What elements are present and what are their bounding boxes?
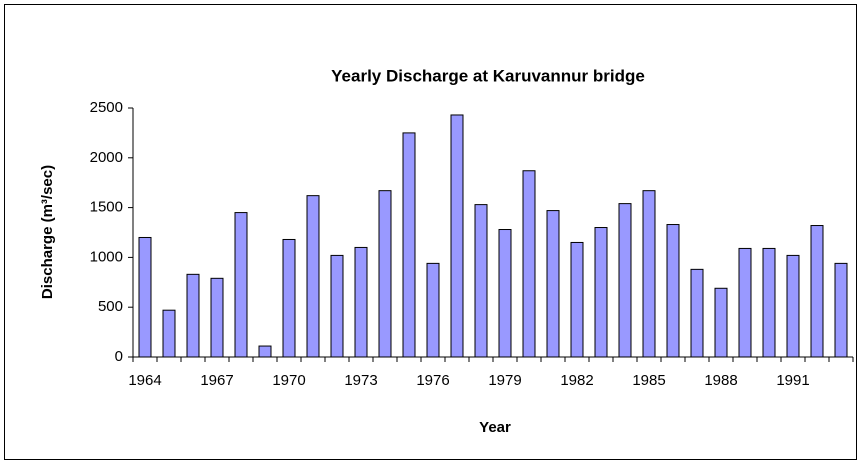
bar <box>690 268 704 358</box>
bar <box>738 247 752 358</box>
bar <box>546 210 560 358</box>
bar <box>570 241 584 358</box>
bar <box>282 238 296 358</box>
y-tick-label: 2500 <box>90 99 123 116</box>
bar <box>306 195 320 358</box>
bar <box>138 236 152 358</box>
x-tick-label: 1973 <box>344 372 377 389</box>
bar <box>258 345 272 358</box>
bar <box>786 254 800 358</box>
x-tick-label: 1991 <box>776 372 809 389</box>
bar <box>714 287 728 358</box>
bar <box>642 190 656 358</box>
bar <box>234 212 248 358</box>
bar <box>378 190 392 358</box>
x-tick-label: 1979 <box>488 372 521 389</box>
x-tick-label: 1985 <box>632 372 665 389</box>
bar <box>186 273 200 358</box>
x-tick-label: 1970 <box>272 372 305 389</box>
x-tick-label: 1988 <box>704 372 737 389</box>
x-tick-label: 1964 <box>128 372 161 389</box>
bar <box>210 277 224 358</box>
bar <box>474 204 488 358</box>
x-tick-label: 1967 <box>200 372 233 389</box>
chart-title: Yearly Discharge at Karuvannur bridge <box>331 66 645 85</box>
bar <box>426 262 440 358</box>
bar <box>450 114 464 358</box>
chart-border <box>4 4 857 460</box>
y-tick-label: 1500 <box>90 199 123 216</box>
x-tick-label: 1982 <box>560 372 593 389</box>
y-axis-title: Discharge (m³/sec) <box>39 165 56 299</box>
x-axis-title: Year <box>479 419 511 436</box>
bar <box>402 132 416 358</box>
y-tick-label: 1000 <box>90 248 123 265</box>
bar <box>618 203 632 358</box>
bar <box>666 224 680 358</box>
bar <box>834 262 848 358</box>
bar <box>594 227 608 358</box>
bar <box>162 309 176 358</box>
bar <box>762 247 776 358</box>
x-tick-label: 1976 <box>416 372 449 389</box>
y-tick-label: 500 <box>98 298 123 315</box>
bar <box>522 170 536 358</box>
y-tick-label: 0 <box>115 348 123 365</box>
bar <box>498 229 512 358</box>
y-tick-label: 2000 <box>90 149 123 166</box>
bar <box>810 225 824 358</box>
bar <box>330 254 344 358</box>
bar <box>354 246 368 358</box>
